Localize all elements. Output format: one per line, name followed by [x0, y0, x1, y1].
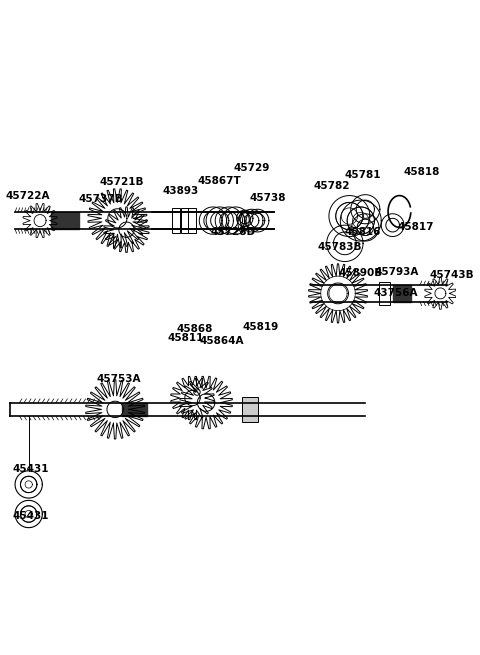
Text: 45737B: 45737B — [79, 194, 123, 204]
Text: 45431: 45431 — [13, 464, 49, 474]
Polygon shape — [188, 208, 196, 233]
Text: 45867T: 45867T — [197, 176, 241, 187]
Text: 45721B: 45721B — [99, 178, 144, 187]
Text: 45816: 45816 — [345, 227, 381, 236]
Text: 45819: 45819 — [242, 322, 279, 332]
Text: 45811: 45811 — [168, 333, 204, 343]
Text: 43756A: 43756A — [373, 288, 418, 298]
Text: 45753A: 45753A — [97, 375, 142, 384]
Polygon shape — [172, 208, 180, 233]
Text: 45793A: 45793A — [374, 267, 419, 278]
Ellipse shape — [238, 214, 245, 232]
Text: 45781: 45781 — [345, 170, 381, 179]
Text: 45818: 45818 — [404, 168, 440, 178]
Text: 45864A: 45864A — [199, 336, 244, 346]
Text: 45890B: 45890B — [338, 269, 382, 278]
Polygon shape — [379, 282, 390, 305]
Text: 43893: 43893 — [163, 185, 199, 196]
Text: 45743B: 45743B — [429, 270, 474, 280]
Text: 45729: 45729 — [233, 163, 270, 173]
Text: 45728D: 45728D — [211, 227, 256, 236]
Text: 45722A: 45722A — [6, 191, 50, 202]
Text: 45738: 45738 — [249, 193, 286, 203]
Text: 45431: 45431 — [13, 511, 49, 521]
Text: 45868: 45868 — [177, 324, 213, 334]
Text: 45782: 45782 — [313, 181, 349, 191]
Text: 45817: 45817 — [397, 222, 433, 232]
Polygon shape — [242, 397, 258, 422]
Circle shape — [194, 389, 200, 395]
Polygon shape — [181, 208, 189, 233]
Text: 45783B: 45783B — [318, 242, 362, 252]
